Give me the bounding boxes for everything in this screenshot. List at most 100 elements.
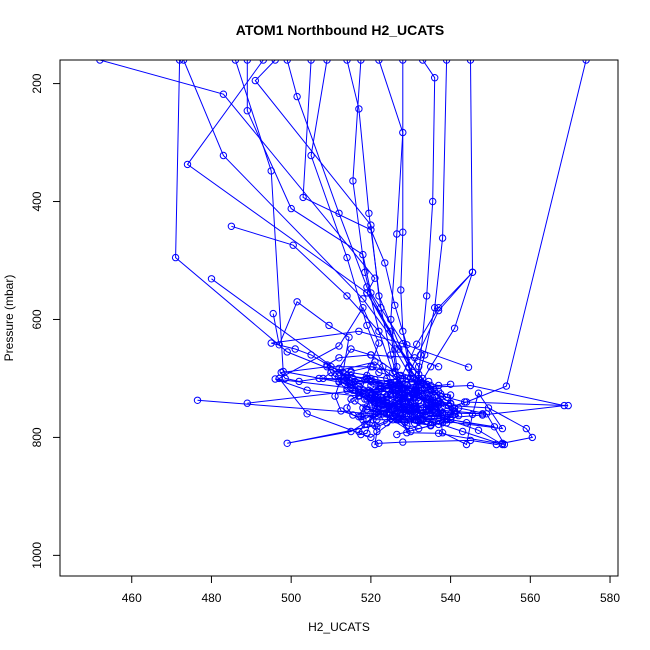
data-point	[446, 391, 455, 399]
data-point	[478, 411, 487, 419]
data-point	[427, 421, 435, 429]
data-point	[349, 177, 357, 185]
data-point	[363, 420, 371, 429]
data-point	[363, 283, 371, 291]
data-point	[371, 398, 379, 406]
data-point	[343, 404, 351, 412]
data-point	[450, 324, 459, 332]
data-point	[355, 105, 363, 113]
data-point	[291, 345, 299, 353]
data-point	[227, 222, 236, 231]
data-point	[387, 315, 395, 324]
data-point	[522, 424, 530, 433]
series-line	[234, 60, 473, 436]
data-point	[498, 440, 507, 449]
data-point	[407, 427, 415, 436]
data-point	[431, 74, 439, 82]
x-tick-label: 480	[201, 591, 221, 605]
data-point	[375, 60, 383, 64]
data-point	[293, 298, 301, 306]
data-point	[417, 351, 425, 359]
series-18	[403, 60, 590, 429]
data-point	[357, 60, 365, 64]
y-axis-label: Pressure (mbar)	[2, 275, 16, 362]
series-line	[310, 60, 412, 428]
data-point	[423, 398, 431, 406]
data-point	[331, 392, 339, 400]
data-point	[405, 404, 413, 412]
data-point	[347, 380, 355, 388]
series-line	[272, 301, 383, 418]
data-point	[474, 389, 483, 397]
data-point	[411, 419, 419, 427]
data-point	[347, 345, 355, 353]
data-point	[339, 368, 347, 377]
data-point	[450, 404, 459, 412]
data-point	[466, 60, 475, 64]
data-point	[347, 427, 355, 436]
data-point	[219, 90, 228, 98]
data-point	[564, 401, 572, 410]
data-point	[343, 253, 351, 262]
data-point	[379, 363, 387, 371]
series-line	[405, 60, 587, 426]
series-layer	[96, 60, 590, 449]
data-point	[454, 411, 463, 420]
data-point	[207, 275, 216, 283]
data-point	[377, 384, 385, 393]
data-point	[413, 340, 421, 348]
data-point	[355, 386, 363, 394]
data-point	[502, 382, 511, 390]
data-point	[289, 241, 297, 249]
x-axis-label: H2_UCATS	[308, 620, 370, 634]
data-point	[267, 167, 275, 175]
data-point	[423, 292, 431, 300]
data-point	[399, 383, 407, 391]
data-point	[427, 410, 435, 418]
data-point	[415, 386, 423, 394]
data-point	[436, 399, 445, 407]
data-point	[399, 60, 407, 64]
y-tick-label: 400	[30, 191, 44, 211]
data-point	[434, 304, 443, 312]
series-line	[254, 60, 455, 418]
series-15	[413, 60, 451, 429]
data-point	[355, 427, 363, 436]
data-point	[307, 151, 315, 160]
data-point	[419, 60, 427, 64]
data-point	[367, 433, 375, 442]
data-point	[415, 424, 423, 433]
data-point	[243, 399, 252, 407]
data-point	[419, 416, 427, 424]
data-point	[271, 60, 279, 64]
data-point	[337, 407, 345, 415]
data-point	[464, 363, 473, 371]
series-line	[408, 60, 474, 424]
data-point	[307, 60, 315, 64]
data-point	[490, 423, 499, 431]
data-point	[431, 304, 439, 312]
data-point	[375, 327, 383, 335]
data-point	[434, 363, 443, 371]
data-point	[359, 295, 367, 303]
data-point	[243, 107, 252, 115]
data-point	[399, 438, 407, 446]
data-point	[251, 76, 260, 85]
x-tick-label: 560	[520, 591, 540, 605]
data-point	[427, 363, 435, 371]
data-point	[243, 60, 251, 64]
x-tick-label: 580	[600, 591, 620, 605]
data-point	[367, 374, 375, 383]
data-point	[259, 60, 267, 64]
data-point	[299, 193, 307, 202]
data-point	[434, 401, 443, 409]
x-tick-label: 460	[122, 591, 142, 605]
data-point	[335, 354, 343, 362]
data-point	[271, 375, 279, 383]
data-point	[498, 424, 507, 433]
data-point	[375, 439, 383, 447]
data-point	[267, 339, 275, 347]
data-point	[387, 401, 395, 409]
data-point	[375, 368, 383, 377]
